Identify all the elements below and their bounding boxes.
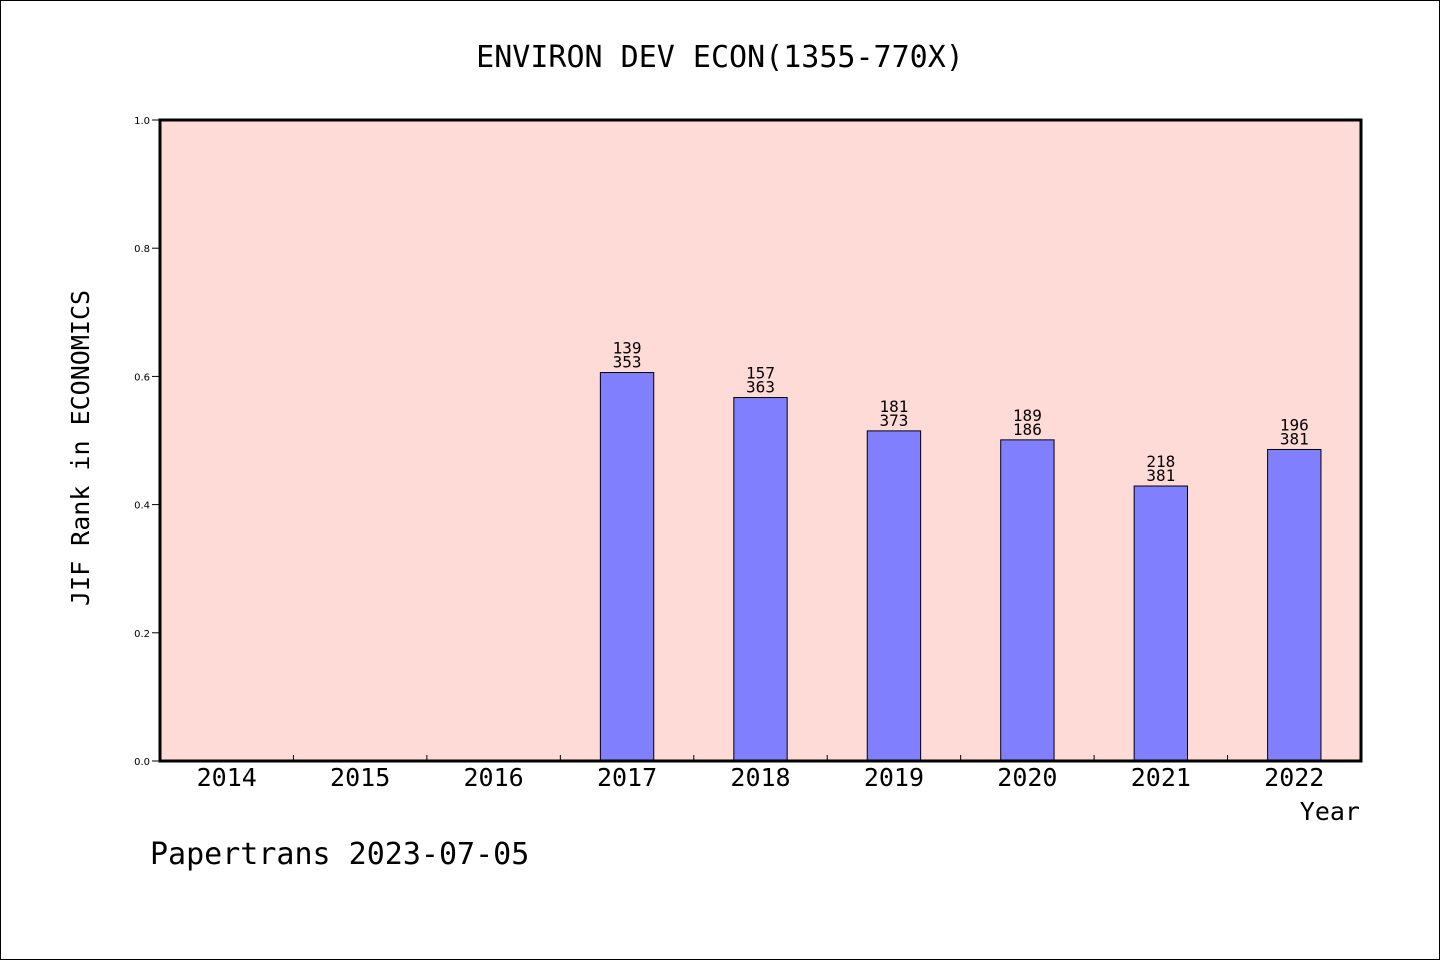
y-tick-label: 0.8 <box>134 244 150 255</box>
chart-title: ENVIRON DEV ECON(1355-770X) <box>476 40 964 75</box>
bar-total-label: 381 <box>1146 466 1175 485</box>
footer-caption: Papertrans 2023-07-05 <box>150 837 529 872</box>
bar-rank-label: 196 <box>1280 415 1309 434</box>
y-tick-label: 0.2 <box>134 629 150 640</box>
bar-rank-label: 157 <box>746 364 775 383</box>
y-tick-label: 0.6 <box>134 372 150 383</box>
bar-total-label: 186 <box>1013 420 1042 439</box>
bar <box>733 397 788 762</box>
bar-total-label: 373 <box>879 411 908 430</box>
bar <box>1267 448 1322 762</box>
bar <box>1000 439 1055 762</box>
x-tick-label: 2022 <box>1264 763 1324 792</box>
bar-rank-label: 189 <box>1013 406 1042 425</box>
bar <box>1133 485 1189 762</box>
bar <box>866 430 922 762</box>
x-tick-label: 2016 <box>464 763 524 792</box>
x-axis-label: Year <box>1300 797 1360 826</box>
x-tick-label: 2021 <box>1131 763 1191 792</box>
bar-rank-label: 181 <box>879 397 908 416</box>
bar-rank-label: 218 <box>1146 452 1175 471</box>
y-tick-label: 1.0 <box>134 116 150 127</box>
bars <box>599 372 1322 762</box>
y-axis-ticks: 0.0 0.2 0.4 0.6 0.8 1.0 <box>134 116 160 768</box>
bar <box>599 372 655 762</box>
x-tick-label: 2018 <box>730 763 790 792</box>
x-tick-label: 2014 <box>197 763 257 792</box>
bar-total-label: 381 <box>1280 429 1309 448</box>
x-tick-label: 2015 <box>330 763 390 792</box>
bar-total-label: 353 <box>613 353 642 372</box>
x-tick-label: 2019 <box>864 763 924 792</box>
x-tick-label: 2017 <box>597 763 657 792</box>
y-tick-label: 0.0 <box>134 757 150 768</box>
x-axis-ticks: 2014 2015 2016 2017 2018 2019 2020 2021 2022 <box>197 755 1324 792</box>
plot-border <box>158 118 1363 763</box>
bar-total-label: 363 <box>746 378 775 397</box>
y-tick-label: 0.4 <box>134 501 150 512</box>
y-axis-label: JIF Rank in ECONOMICS <box>66 290 95 606</box>
x-tick-label: 2020 <box>997 763 1057 792</box>
bar-rank-label: 139 <box>613 339 642 358</box>
